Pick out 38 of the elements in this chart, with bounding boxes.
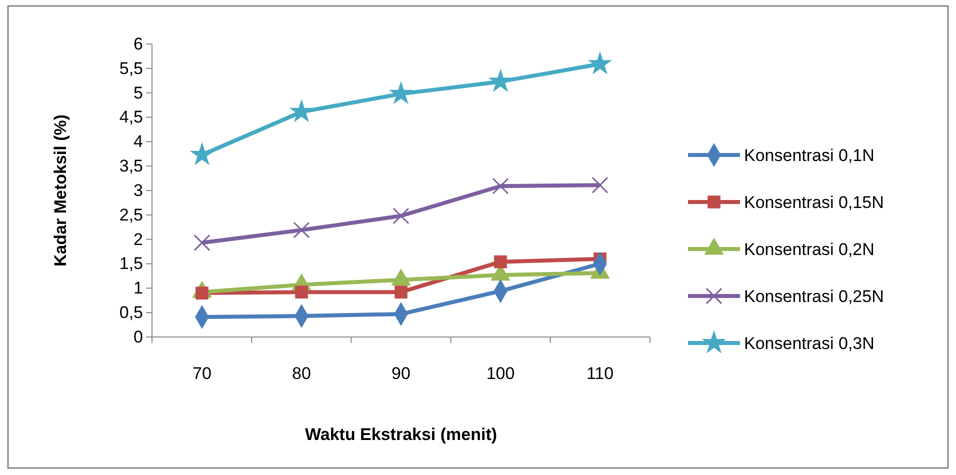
legend-label: Konsentrasi 0,3N	[744, 334, 874, 353]
point	[194, 234, 210, 252]
y-tick-label: 3,5	[119, 156, 143, 176]
y-tick-label: 1,5	[119, 254, 143, 274]
y-tick-label: 5	[134, 83, 143, 102]
y-tick-label: 2	[134, 230, 143, 249]
point	[290, 100, 313, 122]
x-tick-label: 70	[192, 364, 212, 384]
point	[588, 52, 612, 74]
y-axis-title: Kadar Metoksil (%)	[51, 114, 70, 267]
legend-label: Konsentrasi 0,2N	[744, 240, 874, 259]
point	[592, 176, 608, 194]
x-tick-label: 90	[392, 364, 410, 384]
point	[494, 255, 507, 268]
y-tick-label: 3	[134, 180, 143, 200]
y-tick-label: 1	[134, 278, 143, 298]
point	[295, 286, 308, 298]
point	[489, 70, 512, 92]
y-tick-label: 5,5	[119, 58, 143, 78]
legend-label: Konsentrasi 0,15N	[744, 193, 884, 212]
y-tick-label: 6	[134, 34, 143, 54]
point	[190, 143, 214, 164]
y-tick-label: 4,5	[119, 108, 143, 127]
y-tick-label: 0	[134, 327, 143, 346]
y-tick-label: 4	[134, 132, 143, 152]
point	[293, 222, 310, 238]
x-tick-label: 110	[586, 364, 614, 384]
x-axis-title: Waktu Ekstraksi (menit)	[304, 425, 498, 444]
x-tick-label: 100	[486, 364, 515, 384]
x-tick-label: 80	[292, 364, 311, 384]
legend-label: Konsentrasi 0,1N	[744, 146, 874, 165]
y-tick-label: 2,5	[119, 205, 143, 224]
legend-label: Konsentrasi 0,25N	[744, 287, 884, 306]
point	[394, 286, 408, 298]
point	[390, 82, 412, 104]
point	[492, 178, 509, 194]
point	[392, 208, 410, 224]
y-tick-label: 0,5	[119, 303, 143, 322]
